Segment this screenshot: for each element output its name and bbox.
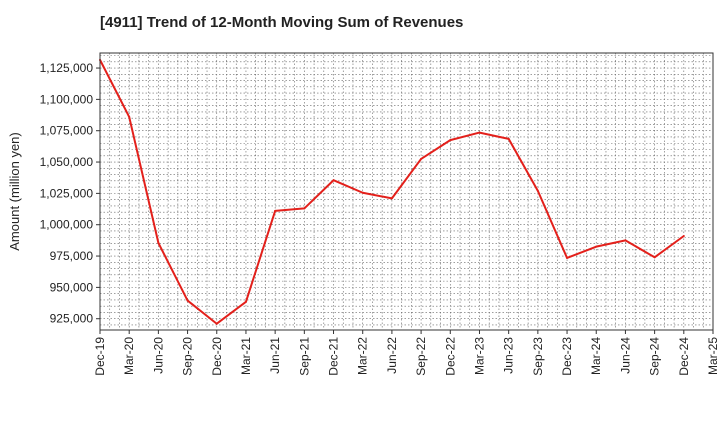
data-point [420,157,423,160]
y-tick-label: 950,000 [50,280,94,294]
data-point [449,139,452,142]
x-tick-label: Jun-23 [502,337,516,374]
x-tick-label: Sep-20 [181,337,195,376]
x-tick-label: Dec-21 [327,337,341,376]
data-point [157,241,160,244]
x-tick-label: Dec-23 [560,337,574,376]
y-tick-label: 925,000 [50,312,94,326]
plot-area-frame [99,52,714,331]
data-point [478,131,481,134]
data-point [215,322,218,325]
x-tick-label: Dec-19 [93,337,107,376]
y-tick-label: 1,125,000 [40,61,94,75]
x-tick-label: Jun-20 [151,337,165,374]
y-tick-label: 975,000 [50,249,94,263]
x-tick-label: Dec-22 [443,337,457,376]
x-tick-label: Jun-24 [618,337,632,374]
x-tick-label: Sep-22 [414,337,428,376]
data-point [682,234,685,237]
y-tick-label: 1,000,000 [40,218,94,232]
grid-lines [100,53,713,330]
data-point [274,209,277,212]
x-tick-label: Jun-22 [385,337,399,374]
data-point [653,256,656,259]
x-tick-label: Sep-24 [648,337,662,376]
x-tick-label: Mar-23 [472,337,486,375]
data-point [303,207,306,210]
y-axis-title: Amount (million yen) [7,132,22,251]
data-point [507,137,510,140]
x-tick-label: Sep-23 [531,337,545,376]
data-point [536,189,539,192]
data-point [361,191,364,194]
x-tick-label: Mar-25 [706,337,720,375]
y-tick-label: 1,025,000 [40,186,94,200]
data-point [332,179,335,182]
x-tick-label: Sep-21 [297,337,311,376]
data-point [128,115,131,118]
data-point [244,300,247,303]
data-point [624,239,627,242]
chart-title: [4911] Trend of 12-Month Moving Sum of R… [100,14,464,31]
x-tick-label: Dec-24 [677,337,691,376]
y-tick-label: 1,050,000 [40,155,94,169]
y-tick-label: 1,075,000 [40,124,94,138]
data-point [566,256,569,259]
x-tick-label: Mar-22 [356,337,370,375]
data-point [390,197,393,200]
data-point [186,299,189,302]
x-tick-label: Mar-20 [122,337,136,375]
x-tick-label: Mar-21 [239,337,253,375]
y-tick-label: 1,100,000 [40,92,94,106]
y-axis-ticks: 925,000 950,000 975,000 1,000,000 1,025,000 1… [40,61,100,326]
x-axis-ticks: Dec-19 Mar-20 Jun-20 Sep-20 Dec-20 Mar-21 Jun-… [93,330,720,376]
x-tick-label: Jun-21 [268,337,282,374]
x-tick-label: Mar-24 [589,337,603,375]
x-tick-label: Dec-20 [210,337,224,376]
data-point [595,245,598,248]
